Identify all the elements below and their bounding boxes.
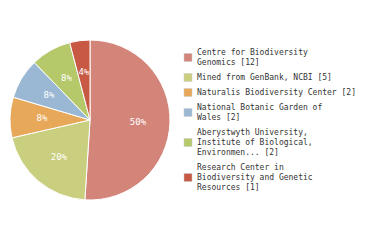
data-label: 8%	[44, 90, 55, 100]
data-label: 8%	[61, 73, 72, 83]
pie-slice	[85, 40, 170, 200]
data-label: 50%	[130, 117, 147, 127]
legend-label: National Botanic Garden ofWales [2]	[197, 103, 322, 122]
data-label: 8%	[37, 113, 48, 123]
pie	[10, 40, 170, 200]
pie-slice	[70, 40, 90, 120]
legend-label: Research Center inBiodiversity and Genet…	[197, 163, 313, 192]
legend-swatch	[184, 89, 192, 97]
chart-container: 50% 20% 8% 8% 8% 4% Centre for BiodiversityGen…	[0, 0, 380, 240]
legend-label: Naturalis Biodiversity Center [2]	[197, 88, 356, 97]
chart-svg: 50% 20% 8% 8% 8% 4% Centre for BiodiversityGen…	[0, 0, 380, 240]
data-label: 20%	[51, 152, 68, 162]
legend-swatch	[184, 139, 192, 147]
legend-swatch	[184, 174, 192, 182]
legend-label: Mined from GenBank, NCBI [5]	[197, 73, 332, 82]
legend-swatch	[184, 74, 192, 82]
legend-label: Centre for BiodiversityGenomics [12]	[197, 48, 308, 67]
legend-swatch	[184, 54, 192, 62]
legend-swatch	[184, 109, 192, 117]
legend-label: Aberystwyth University,Institute of Biol…	[197, 128, 313, 157]
data-label: 4%	[78, 67, 89, 77]
legend: Centre for BiodiversityGenomics [12] Mine…	[184, 48, 356, 192]
pie-labels: 50% 20% 8% 8% 8% 4%	[37, 67, 147, 161]
